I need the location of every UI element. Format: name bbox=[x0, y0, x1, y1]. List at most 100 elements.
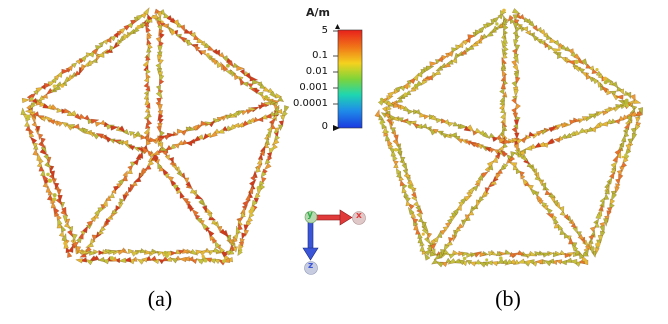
field-arrow bbox=[536, 26, 542, 34]
field-arrow bbox=[191, 208, 199, 217]
field-arrow bbox=[183, 177, 190, 184]
field-arrow bbox=[152, 150, 160, 156]
field-arrow bbox=[463, 195, 473, 202]
field-arrow bbox=[458, 40, 464, 49]
field-arrow bbox=[405, 200, 411, 207]
field-arrow bbox=[68, 244, 74, 253]
field-arrow bbox=[61, 207, 67, 215]
field-arrow bbox=[603, 218, 609, 227]
field-arrow bbox=[123, 128, 130, 136]
field-dot bbox=[226, 63, 230, 68]
field-arrow bbox=[179, 190, 185, 199]
field-arrow bbox=[528, 20, 536, 28]
field-arrow bbox=[242, 199, 251, 207]
field-arrow bbox=[237, 222, 243, 231]
field-arrow bbox=[179, 24, 186, 33]
field-arrow bbox=[417, 70, 423, 78]
field-arrow bbox=[500, 107, 506, 114]
field-arrow bbox=[198, 198, 204, 205]
field-arrow bbox=[499, 87, 505, 95]
field-arrow bbox=[575, 248, 581, 256]
field-dot bbox=[161, 20, 164, 24]
field-arrow bbox=[549, 37, 558, 43]
field-arrow bbox=[464, 214, 470, 221]
field-arrow bbox=[149, 137, 157, 143]
colorbar-tick-label: 0.0001 bbox=[293, 98, 328, 109]
field-arrow bbox=[473, 251, 483, 258]
field-arrow bbox=[385, 100, 395, 107]
field-arrow bbox=[504, 249, 512, 255]
field-arrow bbox=[95, 45, 103, 51]
field-arrow bbox=[578, 252, 585, 260]
field-arrow bbox=[157, 104, 163, 113]
colorbar bbox=[337, 29, 363, 129]
field-arrow bbox=[20, 107, 26, 115]
field-arrow bbox=[508, 155, 515, 162]
field-arrow bbox=[513, 89, 519, 97]
field-dot bbox=[52, 84, 57, 88]
field-dot bbox=[222, 259, 226, 263]
field-arrow bbox=[459, 123, 469, 129]
field-arrow bbox=[207, 45, 215, 51]
field-dot bbox=[203, 258, 208, 263]
field-arrow bbox=[39, 148, 48, 156]
field-arrow bbox=[514, 34, 520, 42]
field-arrow bbox=[521, 26, 528, 32]
field-arrow bbox=[392, 160, 399, 166]
field-dot bbox=[624, 98, 629, 103]
field-arrow bbox=[534, 259, 543, 265]
field-arrow bbox=[141, 257, 148, 263]
field-arrow bbox=[110, 125, 120, 131]
field-arrow bbox=[436, 117, 443, 124]
field-arrow bbox=[586, 72, 591, 80]
field-arrow bbox=[454, 226, 461, 233]
field-arrow bbox=[152, 136, 160, 145]
field-arrow bbox=[232, 122, 240, 128]
field-arrow bbox=[106, 35, 112, 44]
field-arrow bbox=[429, 61, 438, 67]
field-arrow bbox=[177, 128, 185, 134]
field-dot bbox=[264, 95, 269, 99]
field-arrow bbox=[213, 258, 221, 264]
field-arrow bbox=[615, 178, 621, 186]
field-dot bbox=[52, 193, 57, 198]
field-arrow bbox=[31, 121, 38, 128]
field-arrow bbox=[425, 65, 435, 71]
field-arrow bbox=[447, 258, 456, 265]
field-arrow bbox=[413, 221, 419, 231]
field-dot bbox=[380, 97, 384, 102]
field-arrow bbox=[163, 13, 171, 19]
field-arrow bbox=[502, 52, 508, 59]
axis-z-label: z bbox=[308, 261, 314, 271]
field-arrow bbox=[143, 92, 149, 100]
field-arrow bbox=[514, 132, 520, 140]
field-arrow bbox=[619, 166, 625, 173]
field-arrow bbox=[614, 186, 620, 194]
field-arrow bbox=[225, 114, 233, 120]
field-arrow bbox=[418, 217, 424, 223]
field-arrow bbox=[131, 181, 138, 186]
field-arrow bbox=[399, 179, 405, 187]
field-arrow bbox=[199, 49, 206, 55]
field-arrow bbox=[127, 144, 136, 151]
field-arrow bbox=[166, 175, 174, 182]
field-arrow bbox=[97, 229, 104, 236]
field-dot bbox=[421, 232, 425, 236]
field-arrow bbox=[172, 131, 179, 137]
field-arrow bbox=[633, 98, 642, 104]
field-arrow bbox=[150, 153, 159, 162]
field-dot bbox=[249, 86, 253, 90]
field-arrow bbox=[385, 133, 391, 142]
field-arrow bbox=[156, 21, 162, 28]
field-arrow bbox=[474, 29, 484, 35]
field-arrow bbox=[400, 156, 406, 163]
field-arrow bbox=[190, 188, 197, 194]
field-arrow bbox=[208, 120, 216, 128]
field-arrow bbox=[540, 201, 548, 208]
field-arrow bbox=[511, 80, 517, 89]
field-arrow bbox=[36, 152, 42, 161]
field-arrow bbox=[619, 88, 624, 95]
field-arrow bbox=[105, 218, 111, 226]
field-arrow bbox=[384, 113, 391, 119]
field-dot bbox=[598, 214, 602, 218]
